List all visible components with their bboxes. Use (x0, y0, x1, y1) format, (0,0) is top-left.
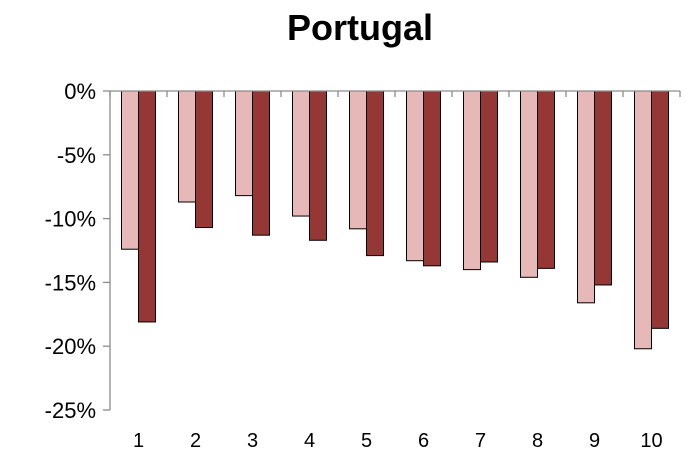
bar-series2-cat8 (537, 90, 555, 269)
x-tick-label: 10 (640, 430, 662, 452)
chart-title: Portugal (287, 7, 433, 48)
x-tick-label: 8 (532, 430, 543, 452)
bar-series1-cat1 (121, 90, 139, 250)
bar-series1-cat3 (235, 90, 253, 197)
bar-series2-cat3 (252, 90, 270, 236)
bar-series1-cat7 (463, 90, 481, 271)
bars-group (121, 90, 669, 350)
x-tick-label: 4 (304, 430, 315, 452)
y-tick-label: -15% (45, 270, 96, 295)
bar-series1-cat4 (292, 90, 310, 217)
bar-series1-cat5 (349, 90, 367, 230)
bar-series1-cat9 (577, 90, 595, 304)
x-tick-label: 7 (475, 430, 486, 452)
bar-series2-cat6 (423, 90, 441, 267)
y-tick-label: -20% (45, 334, 96, 359)
x-tick-label: 1 (133, 430, 144, 452)
bar-series1-cat6 (406, 90, 424, 262)
bar-series2-cat2 (195, 90, 213, 229)
x-tick-label: 9 (589, 430, 600, 452)
bar-series1-cat10 (634, 90, 652, 350)
y-tick-label: 0% (64, 79, 96, 104)
bar-series2-cat5 (366, 90, 384, 257)
bar-series2-cat7 (480, 90, 498, 263)
bar-series1-cat8 (520, 90, 538, 278)
x-tick-labels: 1 2 3 4 5 6 7 8 9 10 (133, 430, 663, 452)
bar-series2-cat10 (651, 90, 669, 329)
bar-series1-cat2 (178, 90, 196, 203)
x-tick-label: 6 (418, 430, 429, 452)
axes-group (103, 90, 681, 411)
y-tick-label: -10% (45, 207, 96, 232)
bar-series2-cat4 (309, 90, 327, 241)
bar-series2-cat9 (594, 90, 612, 286)
x-tick-label: 3 (247, 430, 258, 452)
y-tick-label: -5% (57, 143, 96, 168)
x-tick-label: 5 (361, 430, 372, 452)
y-tick-labels: 0% -5% -10% -15% -20% -25% (45, 79, 96, 423)
bar-series2-cat1 (138, 90, 156, 323)
x-tick-label: 2 (190, 430, 201, 452)
y-tick-label: -25% (45, 398, 96, 423)
